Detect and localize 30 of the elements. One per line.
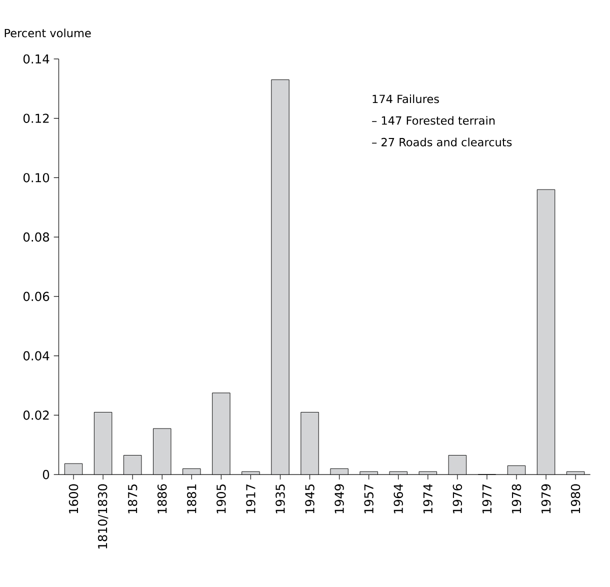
x-tick-label: 1974 bbox=[423, 484, 433, 514]
x-tick-label: 1978 bbox=[512, 484, 522, 514]
x-tick-label: 1976 bbox=[452, 484, 462, 514]
y-tick-label: 0.08 bbox=[23, 232, 50, 242]
x-tick-label: 1886 bbox=[157, 484, 167, 514]
x-tick-label: 1875 bbox=[128, 484, 138, 514]
y-tick-label: 0.02 bbox=[23, 410, 49, 420]
x-tick-label: 1810/1830 bbox=[98, 484, 108, 549]
x-tick-label: 1945 bbox=[305, 484, 314, 514]
y-tick-label: 0.10 bbox=[23, 173, 50, 183]
x-tick-label: 1935 bbox=[276, 484, 285, 514]
x-tick-label: 1600 bbox=[68, 484, 78, 514]
annotation: 174 Failures bbox=[372, 94, 439, 104]
x-tick-label: 1881 bbox=[187, 484, 196, 514]
x-tick-label: 1917 bbox=[246, 484, 256, 514]
y-tick-label: 0 bbox=[42, 470, 50, 480]
annotation: – 147 Forested terrain bbox=[372, 116, 495, 125]
y-tick-label: 0.04 bbox=[23, 351, 50, 361]
x-tick-label: 1979 bbox=[541, 484, 551, 514]
y-tick-label: 0.12 bbox=[23, 114, 49, 124]
y-tick-label: 0.06 bbox=[23, 292, 50, 302]
x-tick-label: 1957 bbox=[364, 484, 374, 514]
x-tick-label: 1905 bbox=[216, 484, 226, 514]
x-tick-label: 1964 bbox=[394, 484, 403, 514]
y-tick-label: 0.14 bbox=[23, 54, 50, 64]
x-tick-label: 1949 bbox=[334, 484, 344, 514]
annotation: – 27 Roads and clearcuts bbox=[372, 138, 512, 147]
y-axis-title: Percent volume bbox=[4, 28, 91, 38]
x-tick-label: 1980 bbox=[570, 484, 580, 514]
x-tick-label: 1977 bbox=[482, 484, 492, 514]
